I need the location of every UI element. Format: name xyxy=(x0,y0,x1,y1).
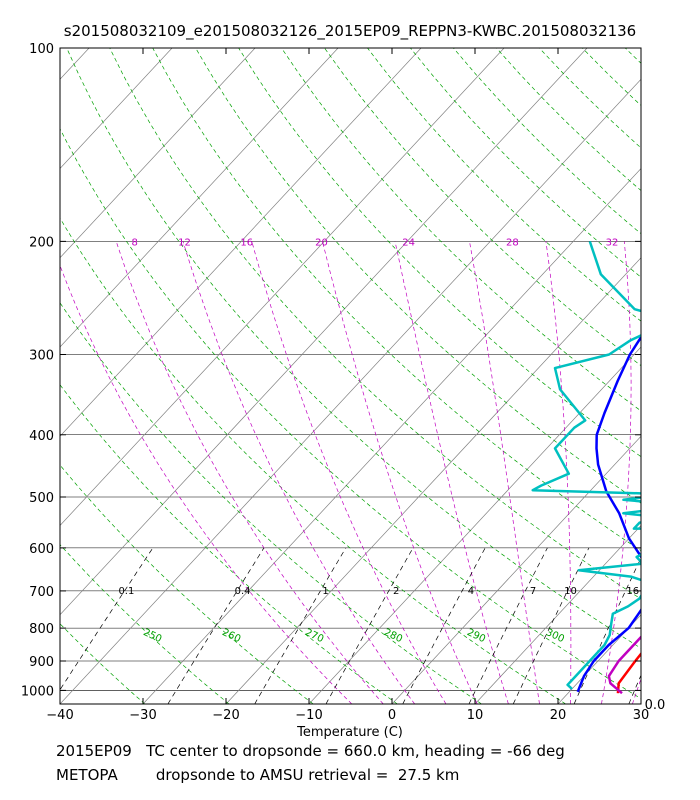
moist-adiabat-line xyxy=(60,264,353,704)
footer-line-1: 2015EP09 TC center to dropsonde = 660.0 … xyxy=(56,742,565,760)
isotherm-line xyxy=(60,48,339,348)
mixing-ratio-lines xyxy=(60,547,641,704)
mixing-ratio-label: 2 xyxy=(393,586,399,597)
isotherm-line xyxy=(60,48,422,437)
mixing-ratio-label: 1 xyxy=(322,586,328,597)
isobar-lines xyxy=(60,48,641,691)
isotherm-line xyxy=(308,346,641,704)
isotherm-line xyxy=(142,168,641,704)
y-tick-label: 800 xyxy=(29,622,54,637)
moist-adiabat-lines xyxy=(60,241,700,704)
theta-e-label: 12 xyxy=(178,237,191,248)
moist-adiabat-line xyxy=(322,241,478,704)
dry-adiabat-line xyxy=(668,48,700,704)
mixing-ratio-line xyxy=(167,547,265,704)
y-tick-label: 700 xyxy=(29,585,54,600)
isotherm-line xyxy=(0,48,6,704)
theta-e-label: 24 xyxy=(402,237,415,248)
x-tick-label: −40 xyxy=(46,708,73,723)
moist-adiabat-line xyxy=(251,241,447,704)
mixing-ratio-label: 0.4 xyxy=(235,586,251,597)
theta-e-label: 28 xyxy=(506,237,519,248)
isotherm-line xyxy=(60,48,173,170)
mixing-ratio-line xyxy=(512,547,590,704)
isotherm-line xyxy=(225,257,641,704)
mixing-ratio-label: 7 xyxy=(530,586,536,597)
mixing-ratio-label: 16 xyxy=(626,586,639,597)
y-tick-label: 1000 xyxy=(21,684,54,699)
dry-adiabat-lines xyxy=(60,48,700,704)
dewpoint-line xyxy=(576,335,641,693)
moist-adiabat-line xyxy=(394,241,509,704)
dry-adiabat-line xyxy=(152,48,641,552)
cyan_profile-line xyxy=(531,241,641,690)
dry-adiabat-line xyxy=(195,48,641,504)
theta-e-label: 16 xyxy=(240,237,253,248)
isotherm-line xyxy=(60,48,588,616)
mixing-ratio-line xyxy=(628,674,641,704)
chart-title: s201508032109_e201508032126_2015EP09_REP… xyxy=(63,22,637,40)
y-tick-label: 200 xyxy=(29,235,54,250)
x-tick-label: 30 xyxy=(633,708,650,723)
mixing-ratio-line xyxy=(468,547,548,704)
x-tick-label: 10 xyxy=(467,708,484,723)
dry-adiabat-line xyxy=(367,48,641,322)
dry-adiabat-line xyxy=(60,464,314,704)
x-axis-label: Temperature (C) xyxy=(296,725,403,740)
moist-adiabat-line xyxy=(601,241,632,704)
plot-background xyxy=(60,48,641,704)
y-tick-label: 500 xyxy=(29,491,54,506)
dry-adiabat-line xyxy=(281,48,641,412)
isotherm-line xyxy=(391,435,641,704)
mixing-ratio-label: 10 xyxy=(564,586,577,597)
y-tick-label: 300 xyxy=(29,348,54,363)
isotherm-lines xyxy=(0,48,641,704)
isotherm-line xyxy=(640,703,641,704)
profile-series xyxy=(531,241,641,695)
dry-adiabat-line xyxy=(60,302,482,704)
moist-adiabat-line xyxy=(182,241,415,704)
y-tick-label: 100 xyxy=(29,42,54,57)
footer-line-2: METOPA dropsonde to AMSU retrieval = 27.… xyxy=(56,766,460,784)
moist-adiabat-line xyxy=(469,241,540,704)
mixing-ratio-line xyxy=(573,557,641,704)
corner-label: 0.0 xyxy=(645,698,666,713)
x-tick-label: 0 xyxy=(388,708,396,723)
y-tick-label: 400 xyxy=(29,429,54,444)
moist-adiabat-line xyxy=(695,241,700,704)
mixing-ratio-line xyxy=(60,547,154,691)
mixing-ratio-line xyxy=(402,547,486,704)
y-tick-label: 900 xyxy=(29,655,54,670)
isotherm-line xyxy=(60,48,256,259)
moist-adiabat-line xyxy=(115,241,384,704)
plot-frame xyxy=(59,47,642,705)
mixing-ratio-label: 4 xyxy=(468,586,474,597)
dry-adiabat-line xyxy=(60,702,61,704)
isotherm-line xyxy=(474,524,641,704)
moist-adiabat-line xyxy=(632,677,641,704)
theta-e-label: 8 xyxy=(132,237,138,248)
mixing-ratio-line xyxy=(325,547,414,704)
dry-adiabat-line xyxy=(60,544,230,704)
x-tick-label: −10 xyxy=(295,708,322,723)
isotherm-line xyxy=(60,48,505,527)
theta-e-label: 32 xyxy=(606,237,619,248)
mixing-ratio-label: 0.1 xyxy=(118,586,134,597)
x-tick-label: −30 xyxy=(129,708,156,723)
x-tick-label: 20 xyxy=(550,708,567,723)
moist-adiabat-line xyxy=(663,241,700,704)
y-tick-label: 600 xyxy=(29,542,54,557)
theta-e-label: 20 xyxy=(315,237,328,248)
magenta_profile-line xyxy=(607,635,641,695)
dry-adiabat-line xyxy=(109,48,641,600)
x-tick-label: −20 xyxy=(212,708,239,723)
isotherm-line xyxy=(60,78,641,704)
dry-adiabat-line xyxy=(60,128,641,700)
